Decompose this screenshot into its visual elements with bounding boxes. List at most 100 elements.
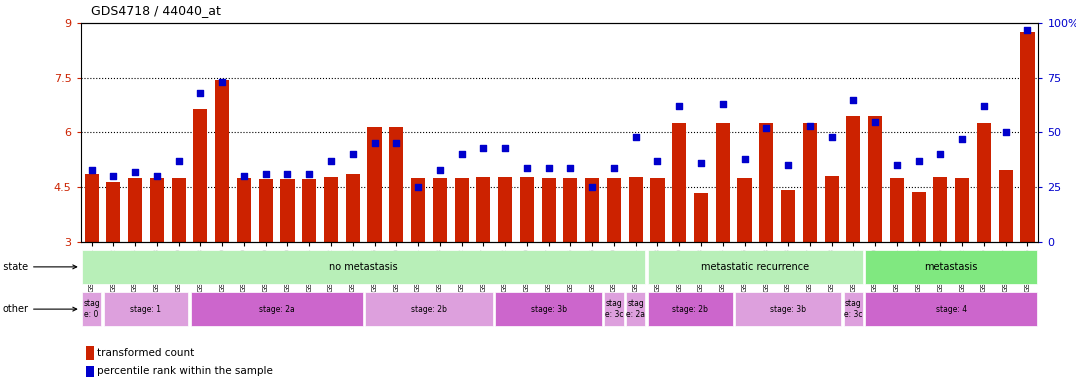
Text: stage: 4: stage: 4 <box>936 305 967 314</box>
Point <box>192 90 209 96</box>
Bar <box>694 193 708 242</box>
Text: metastatic recurrence: metastatic recurrence <box>702 262 809 272</box>
Point <box>583 184 600 190</box>
Point <box>606 164 623 170</box>
Bar <box>999 170 1013 242</box>
Bar <box>454 178 469 242</box>
Bar <box>411 178 425 242</box>
Bar <box>390 127 404 242</box>
Bar <box>365 292 493 326</box>
Point <box>889 162 906 169</box>
Point <box>410 184 427 190</box>
Bar <box>345 174 359 242</box>
Point <box>475 145 492 151</box>
Text: stage: 2b: stage: 2b <box>411 305 447 314</box>
Bar <box>194 109 208 242</box>
Bar <box>737 178 752 242</box>
Point <box>649 158 666 164</box>
Bar <box>150 178 164 242</box>
Bar <box>477 177 491 242</box>
Point <box>910 158 928 164</box>
Bar <box>1020 32 1034 242</box>
Point <box>323 158 340 164</box>
Bar <box>716 123 730 242</box>
Text: stag
e: 0: stag e: 0 <box>83 300 100 319</box>
Bar <box>911 192 925 242</box>
Bar <box>977 123 991 242</box>
Text: transformed count: transformed count <box>97 348 194 358</box>
Point <box>496 145 513 151</box>
Point <box>714 101 732 107</box>
Bar <box>648 292 733 326</box>
Bar <box>215 79 229 242</box>
Bar <box>495 292 601 326</box>
Bar <box>955 178 969 242</box>
Point <box>736 156 753 162</box>
Point <box>519 164 536 170</box>
Point <box>802 123 819 129</box>
Point <box>104 173 122 179</box>
Bar <box>933 177 948 242</box>
Text: stag
e: 3c: stag e: 3c <box>844 300 863 319</box>
Bar <box>520 177 534 242</box>
Text: stage: 2a: stage: 2a <box>258 305 295 314</box>
Bar <box>258 179 273 242</box>
Point <box>300 171 317 177</box>
Bar <box>626 292 646 326</box>
Bar <box>367 127 382 242</box>
Text: stage: 3b: stage: 3b <box>770 305 806 314</box>
Point <box>997 129 1015 136</box>
Bar <box>281 179 295 242</box>
Bar <box>107 182 121 242</box>
Bar <box>541 178 555 242</box>
Bar <box>128 178 142 242</box>
Point <box>344 151 362 157</box>
Text: GDS4718 / 44040_at: GDS4718 / 44040_at <box>91 4 222 17</box>
Point <box>236 173 253 179</box>
Point <box>540 164 557 170</box>
Text: no metastasis: no metastasis <box>329 262 398 272</box>
Text: stage: 1: stage: 1 <box>130 305 161 314</box>
Bar <box>585 178 599 242</box>
Point <box>431 167 449 173</box>
Point <box>932 151 949 157</box>
Bar <box>607 178 621 242</box>
Point <box>670 103 688 109</box>
Point <box>148 173 166 179</box>
Point <box>779 162 796 169</box>
Bar <box>604 292 624 326</box>
Bar <box>190 292 363 326</box>
Text: stag
e: 2a: stag e: 2a <box>626 300 646 319</box>
Bar <box>85 174 99 242</box>
Bar <box>302 179 316 242</box>
Point <box>170 158 187 164</box>
Bar <box>844 292 863 326</box>
Text: stage: 2b: stage: 2b <box>672 305 708 314</box>
Text: stage: 3b: stage: 3b <box>530 305 567 314</box>
Bar <box>498 177 512 242</box>
Bar <box>648 250 863 284</box>
Point <box>845 97 862 103</box>
Bar <box>865 292 1037 326</box>
Bar <box>237 178 251 242</box>
Bar <box>82 250 646 284</box>
Point <box>387 141 405 147</box>
Bar <box>760 123 774 242</box>
Point <box>453 151 470 157</box>
Point <box>823 134 840 140</box>
Bar <box>628 177 642 242</box>
Point <box>83 167 100 173</box>
Point <box>692 160 709 166</box>
Bar <box>171 178 186 242</box>
Point <box>1019 26 1036 33</box>
Bar <box>324 177 338 242</box>
Point <box>758 125 775 131</box>
Point <box>366 141 383 147</box>
Bar <box>672 123 686 242</box>
Text: percentile rank within the sample: percentile rank within the sample <box>97 366 272 376</box>
Bar <box>890 178 904 242</box>
Point <box>953 136 971 142</box>
Point <box>627 134 645 140</box>
Text: metastasis: metastasis <box>924 262 978 272</box>
Bar <box>846 116 861 242</box>
